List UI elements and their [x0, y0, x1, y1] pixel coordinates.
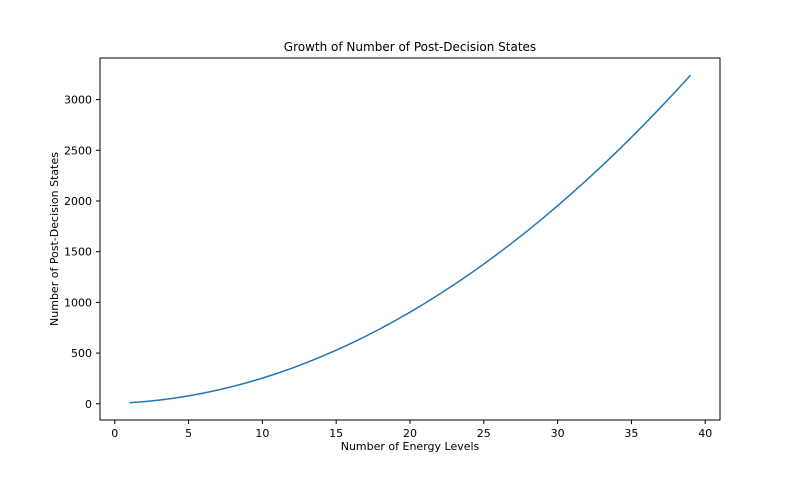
y-tick-label: 0 — [85, 398, 92, 411]
y-axis-ticks: 0 500 1000 1500 2000 2500 3000 — [64, 94, 100, 411]
x-tick-label: 20 — [403, 427, 417, 440]
y-tick-label: 1000 — [64, 296, 92, 309]
y-tick-label: 3000 — [64, 94, 92, 107]
x-tick-label: 0 — [111, 427, 118, 440]
series-line — [129, 74, 692, 404]
y-tick-label: 1500 — [64, 246, 92, 259]
y-tick-label: 500 — [71, 347, 92, 360]
x-tick-label: 15 — [329, 427, 343, 440]
y-tick-label: 2500 — [64, 144, 92, 157]
x-axis-label: Number of Energy Levels — [341, 440, 480, 453]
y-tick-label: 2000 — [64, 195, 92, 208]
chart-title: Growth of Number of Post-Decision States — [284, 40, 536, 54]
x-axis-ticks: 0 5 10 15 20 25 30 35 40 — [111, 420, 712, 440]
x-tick-label: 10 — [255, 427, 269, 440]
y-axis-label: Number of Post-Decision States — [48, 152, 61, 326]
x-tick-label: 40 — [698, 427, 712, 440]
x-tick-label: 35 — [624, 427, 638, 440]
x-tick-label: 5 — [185, 427, 192, 440]
x-tick-label: 25 — [477, 427, 491, 440]
x-tick-label: 30 — [551, 427, 565, 440]
plot-area-frame — [99, 57, 721, 421]
